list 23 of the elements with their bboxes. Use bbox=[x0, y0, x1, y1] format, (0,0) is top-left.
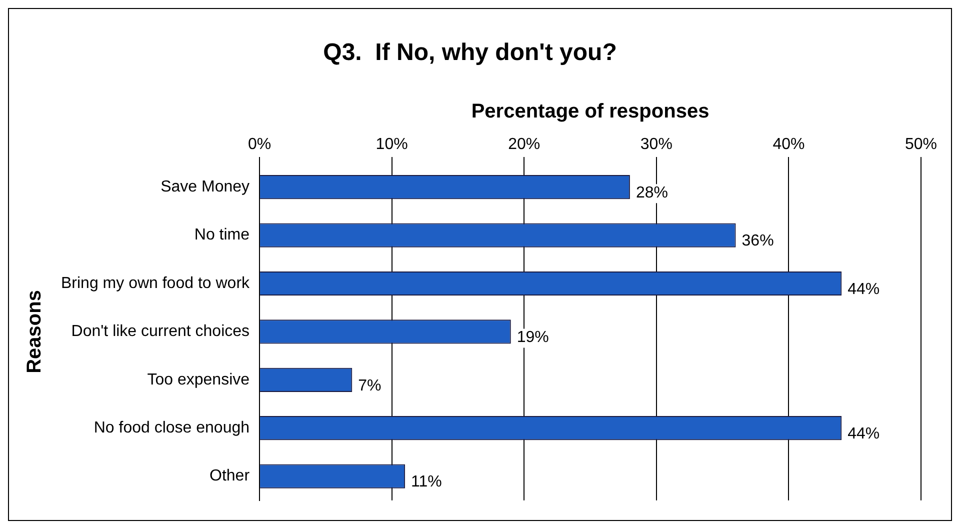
data-label: 36% bbox=[742, 232, 774, 250]
x-tick-label: 0% bbox=[248, 136, 272, 153]
data-label: 28% bbox=[636, 184, 668, 202]
y-tick-label: Don't like current choices bbox=[71, 323, 250, 340]
x-tick-label: 40% bbox=[772, 136, 805, 153]
x-tick-label: 50% bbox=[904, 136, 938, 153]
y-tick-label: Save Money bbox=[160, 178, 250, 196]
x-tick-label: 20% bbox=[508, 136, 540, 153]
data-label: 44% bbox=[848, 280, 880, 298]
data-label: 19% bbox=[516, 329, 549, 346]
data-label: 11% bbox=[411, 474, 442, 491]
data-label: 44% bbox=[848, 426, 880, 443]
data-label: 7% bbox=[358, 377, 382, 394]
y-axis-title: Reasons bbox=[24, 290, 46, 374]
y-tick-label: Bring my own food to work bbox=[60, 274, 251, 292]
y-tick-label: No time bbox=[194, 226, 250, 244]
y-tick-label: Other bbox=[210, 468, 250, 485]
x-tick-label: 10% bbox=[376, 136, 408, 153]
y-tick-label: No food close enough bbox=[94, 420, 250, 437]
x-tick-label: 30% bbox=[640, 136, 672, 153]
y-tick-label: Too expensive bbox=[147, 371, 250, 388]
x-axis-title: Percentage of responses bbox=[471, 100, 710, 122]
chart-title: Q3. If No, why don't you? bbox=[323, 39, 617, 66]
